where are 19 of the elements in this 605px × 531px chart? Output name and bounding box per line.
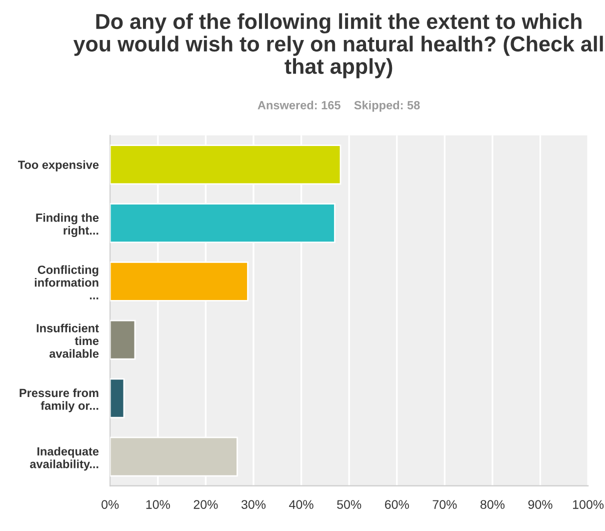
y-tick-label: Insufficient time available: [36, 324, 99, 358]
y-tick-label: Finding the right...: [36, 213, 99, 238]
y-tick-label: Inadequate availability...: [30, 446, 99, 471]
x-tick-label: 40%: [289, 500, 314, 509]
y-tick-label: Conflicting information ...: [34, 265, 98, 300]
x-tick-label: 60%: [385, 500, 409, 509]
x-tick-label: 100%: [573, 500, 604, 509]
chart-title: Do any of the following limit the extent to which you would wish to rely on natural health? (Check all that apply): [73, 13, 603, 78]
x-tick-label: 80%: [480, 500, 505, 509]
x-tick-label: 30%: [241, 500, 266, 509]
x-tick-label: 0%: [102, 500, 119, 509]
x-tick-label: 70%: [432, 500, 457, 509]
x-tick-label: 20%: [194, 500, 218, 509]
x-tick-label: 10%: [146, 500, 170, 509]
chart-subtitle: Answered: 165 Skipped: 58: [258, 100, 420, 112]
x-tick-label: 50%: [337, 500, 362, 509]
y-tick-label: Pressure from family or...: [20, 388, 98, 412]
y-tick-label: Too expensive: [18, 160, 99, 172]
x-tick-label: 90%: [528, 500, 552, 509]
